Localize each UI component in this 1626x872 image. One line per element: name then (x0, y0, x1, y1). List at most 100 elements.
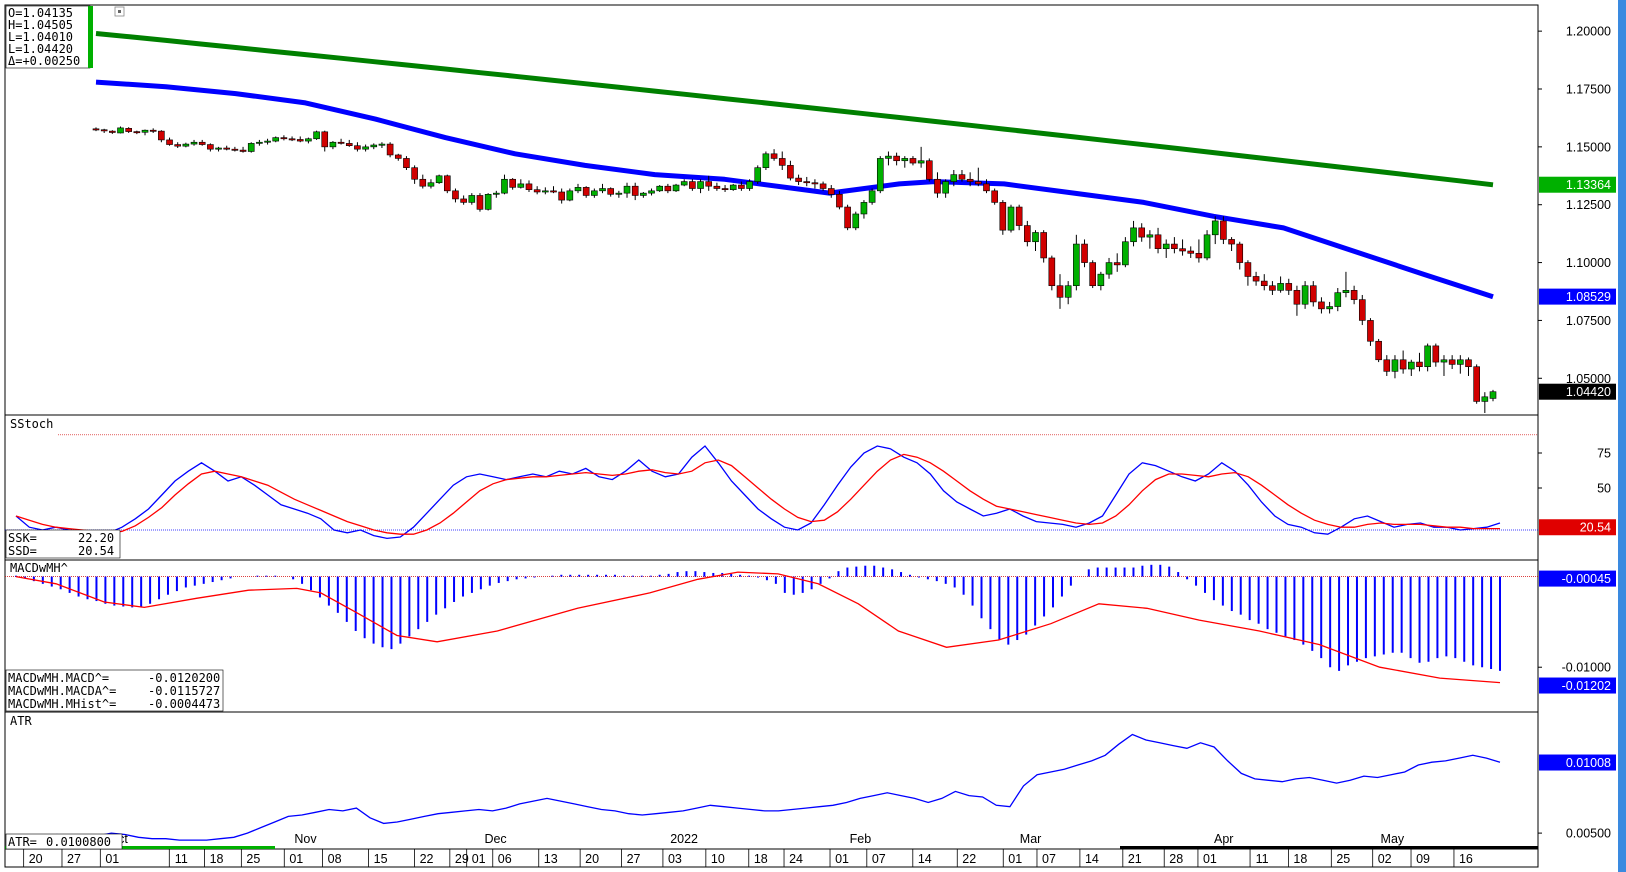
candle (1113, 253, 1121, 272)
candle-body (1309, 285, 1317, 303)
candle (509, 178, 516, 190)
candle-body (844, 206, 851, 229)
candle-body (1489, 391, 1497, 399)
candle (1269, 281, 1276, 295)
candle-body (403, 158, 410, 168)
candle-body (174, 144, 181, 147)
candle-body (909, 158, 917, 164)
x-date-label: 25 (246, 852, 260, 866)
candle (1179, 239, 1186, 256)
candle (1146, 230, 1154, 249)
candle-body (1358, 299, 1366, 321)
macd-line-value: -0.0120200 (148, 671, 220, 685)
candle (893, 152, 900, 166)
candle (1024, 220, 1031, 247)
candle-body (966, 178, 974, 182)
price-ytick-3: 1.12500 (1566, 198, 1611, 212)
x-month-label: Mar (1020, 832, 1042, 846)
candle (354, 142, 361, 152)
candle (386, 142, 394, 158)
candle-body (92, 128, 100, 131)
candle-body (1097, 273, 1105, 287)
x-month-label: Apr (1214, 832, 1233, 846)
candle (803, 176, 811, 187)
candle-body (697, 181, 704, 189)
macd-tag-0-text: -0.00045 (1562, 572, 1611, 586)
candle-body (640, 192, 647, 196)
candle (533, 186, 541, 195)
candle-body (501, 178, 508, 194)
candle-body (141, 129, 149, 133)
candle (125, 127, 132, 133)
candle (182, 142, 190, 148)
candle (656, 185, 664, 192)
x-date-label: 01 (472, 852, 486, 866)
candle-body (133, 131, 141, 134)
candle (819, 181, 827, 191)
candle (501, 174, 508, 195)
macd-tag-0-bg (1539, 570, 1616, 587)
candle (778, 151, 786, 170)
x-date-label: 18 (1293, 852, 1307, 866)
x-date-label: 02 (1378, 852, 1392, 866)
candle (1309, 281, 1317, 307)
ssk-label: SSK= (8, 531, 37, 545)
x-date-label: 18 (754, 852, 768, 866)
candle-body (509, 178, 516, 188)
candle (1465, 357, 1472, 376)
candle (1105, 257, 1113, 279)
candle-body (893, 155, 900, 162)
price-panel[interactable] (4, 4, 1539, 416)
candle-body (729, 184, 737, 190)
candle-body (1416, 361, 1423, 368)
candle (795, 174, 802, 186)
candle-body (1350, 290, 1358, 300)
stochastic-panel[interactable] (4, 414, 1539, 561)
x-range-bar-black (1120, 846, 1538, 849)
candle (1244, 260, 1252, 286)
candle-body (394, 154, 402, 159)
x-date-label: 11 (1256, 852, 1269, 866)
candle (1097, 271, 1105, 291)
macd-tag-1-text: -0.01202 (1562, 679, 1611, 693)
candle-body (680, 181, 688, 186)
candle (721, 185, 729, 192)
atr-readout: ATR= 0.0100800 (5, 833, 123, 850)
macd-tag-1-bg (1539, 677, 1616, 694)
candle (1457, 355, 1464, 374)
stoch-tag-0-bg (1539, 519, 1616, 536)
candle-body (1122, 241, 1129, 266)
price-tag-0: 1.13364 (1539, 176, 1616, 193)
candle-body (149, 129, 157, 132)
candle (419, 174, 427, 189)
candle-body (615, 192, 623, 195)
candle-body (1277, 283, 1284, 291)
candle (378, 142, 386, 149)
macd-avg-value: -0.0115727 (148, 684, 220, 698)
candle (1489, 389, 1497, 402)
candle (582, 186, 590, 198)
macd-panel[interactable] (4, 559, 1539, 713)
price-tag-0-text: 1.13364 (1566, 178, 1611, 192)
candle-body (827, 188, 835, 195)
x-month-label: 2022 (670, 832, 698, 846)
x-date-label: 22 (420, 852, 434, 866)
candle-body (754, 167, 762, 182)
candle-body (272, 137, 280, 142)
candle (1048, 255, 1056, 291)
candle (640, 191, 647, 198)
candle-body (1465, 359, 1472, 368)
candle (1342, 271, 1350, 298)
candle (901, 156, 909, 168)
candle-body (1007, 206, 1015, 231)
candle-body (1236, 243, 1244, 263)
candle (1056, 274, 1064, 309)
x-date-label: 01 (835, 852, 849, 866)
candle-body (288, 138, 296, 141)
atr-panel[interactable] (4, 711, 1539, 850)
candle (1293, 285, 1301, 316)
candle (909, 156, 917, 166)
candle-body (542, 190, 549, 193)
ohlc-readout: O=1.04135 H=1.04505 L=1.04010 L=1.04420 … (5, 5, 125, 69)
